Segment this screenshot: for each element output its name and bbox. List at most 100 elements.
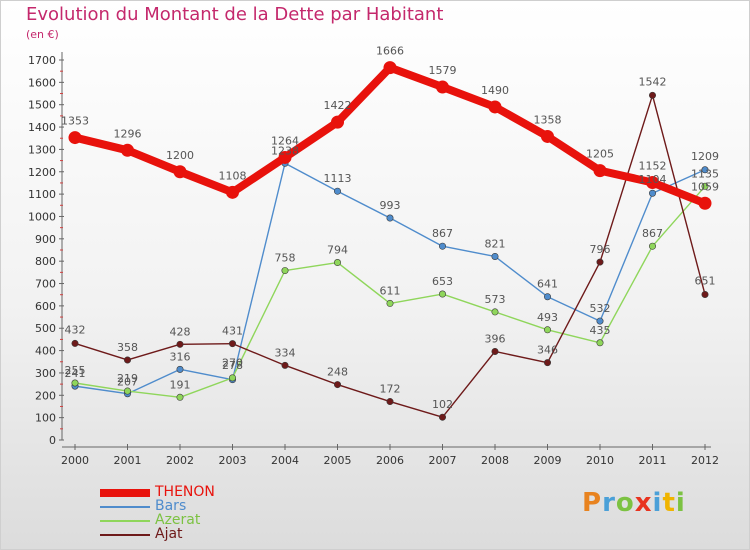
data-point-bars [648, 189, 656, 197]
data-label-ajat: 346 [537, 344, 558, 357]
data-label-thenon: 1579 [429, 64, 457, 77]
data-label-azerat: 794 [327, 244, 348, 257]
data-point-thenon [488, 100, 502, 114]
data-label-azerat: 255 [65, 364, 86, 377]
data-label-thenon: 1059 [691, 180, 719, 193]
y-tick-label: 800 [35, 255, 56, 268]
x-tick-label: 2012 [691, 454, 719, 467]
data-label-azerat: 573 [485, 293, 506, 306]
data-label-azerat: 758 [275, 252, 296, 265]
data-label-bars: 1104 [639, 173, 667, 186]
data-label-azerat: 867 [642, 227, 663, 240]
data-point-ajat [124, 356, 132, 364]
x-tick-label: 2011 [639, 454, 667, 467]
data-point-azerat [229, 374, 237, 382]
data-point-ajat [229, 340, 237, 348]
data-point-azerat [438, 290, 446, 298]
data-label-azerat: 191 [170, 378, 191, 391]
logo-letter: o [615, 488, 635, 518]
x-tick-label: 2009 [534, 454, 562, 467]
legend-swatch [100, 520, 150, 522]
data-label-ajat: 334 [275, 346, 296, 359]
data-label-thenon: 1353 [61, 115, 89, 128]
data-point-ajat [71, 339, 79, 347]
data-point-bars [438, 242, 446, 250]
data-point-ajat [438, 413, 446, 421]
data-label-thenon: 1358 [534, 113, 562, 126]
data-point-azerat [176, 393, 184, 401]
logo-letter: i [675, 488, 686, 518]
y-tick-label: 900 [35, 233, 56, 246]
series-line-thenon [71, 63, 709, 208]
y-tick-label: 0 [49, 434, 56, 447]
data-label-bars: 241 [65, 367, 86, 380]
legend-label: Ajat [155, 526, 183, 542]
y-tick-label: 400 [35, 345, 56, 358]
x-tick-label: 2006 [376, 454, 404, 467]
x-tick-label: 2003 [219, 454, 247, 467]
data-label-thenon: 1666 [376, 45, 404, 58]
data-label-thenon: 1264 [271, 134, 299, 147]
legend-label: Bars [155, 498, 187, 514]
data-point-bars [596, 317, 604, 325]
legend-swatch [100, 534, 150, 536]
data-label-thenon: 1108 [219, 169, 247, 182]
x-tick-label: 2008 [481, 454, 509, 467]
data-point-thenon [646, 175, 659, 189]
legend-swatch [100, 506, 150, 508]
data-point-thenon [331, 115, 344, 129]
data-point-azerat [386, 299, 394, 307]
data-label-ajat: 428 [170, 325, 191, 338]
data-point-azerat [491, 308, 499, 316]
legend-swatch [100, 489, 150, 497]
data-point-thenon [593, 164, 607, 178]
data-label-azerat: 219 [117, 372, 138, 385]
data-label-thenon: 1422 [324, 99, 352, 112]
data-point-bars [386, 214, 394, 222]
data-point-ajat [281, 361, 289, 369]
data-point-azerat [124, 387, 132, 395]
data-label-ajat: 172 [380, 383, 401, 396]
data-label-bars: 207 [117, 376, 138, 389]
y-tick-label: 1500 [28, 99, 56, 112]
data-point-azerat [648, 242, 656, 250]
x-tick-label: 2002 [166, 454, 194, 467]
data-label-azerat: 493 [537, 311, 558, 324]
data-label-thenon: 1296 [114, 127, 142, 140]
y-tick-label: 100 [35, 412, 56, 425]
logo-letter: i [652, 488, 663, 518]
chart-title: Evolution du Montant de la Dette par Hab… [26, 4, 444, 25]
data-point-bars [333, 187, 341, 195]
data-label-ajat: 432 [65, 323, 86, 336]
logo-letter: r [602, 488, 616, 518]
x-tick-label: 2010 [586, 454, 614, 467]
data-point-azerat [281, 267, 289, 275]
y-tick-label: 200 [35, 389, 56, 402]
data-label-bars: 316 [170, 350, 191, 363]
data-label-bars: 1113 [324, 172, 352, 185]
chart-series-layer [68, 61, 712, 421]
chart-axes: 0 100 200 300 400 500 600 700 800 900 1000 1100 1200… [28, 52, 719, 467]
data-label-bars: 641 [537, 278, 558, 291]
data-label-thenon: 1152 [639, 159, 667, 172]
data-point-bars [543, 293, 551, 301]
data-point-thenon [436, 80, 449, 94]
data-label-ajat: 248 [327, 366, 348, 379]
data-point-ajat [543, 359, 551, 367]
data-point-thenon [698, 196, 712, 210]
x-tick-label: 2000 [61, 454, 89, 467]
y-tick-label: 700 [35, 278, 56, 291]
legend-label: THENON [155, 484, 215, 500]
data-point-azerat [596, 339, 604, 347]
series-bars [71, 159, 709, 398]
logo-letter: x [634, 488, 653, 518]
y-tick-label: 500 [35, 322, 56, 335]
data-point-thenon [226, 185, 239, 199]
y-tick-label: 600 [35, 300, 56, 313]
y-tick-label: 300 [35, 367, 56, 380]
series-ajat [71, 91, 709, 421]
data-label-azerat: 278 [222, 359, 243, 372]
y-tick-label: 1700 [28, 54, 56, 67]
series-azerat [71, 182, 709, 401]
